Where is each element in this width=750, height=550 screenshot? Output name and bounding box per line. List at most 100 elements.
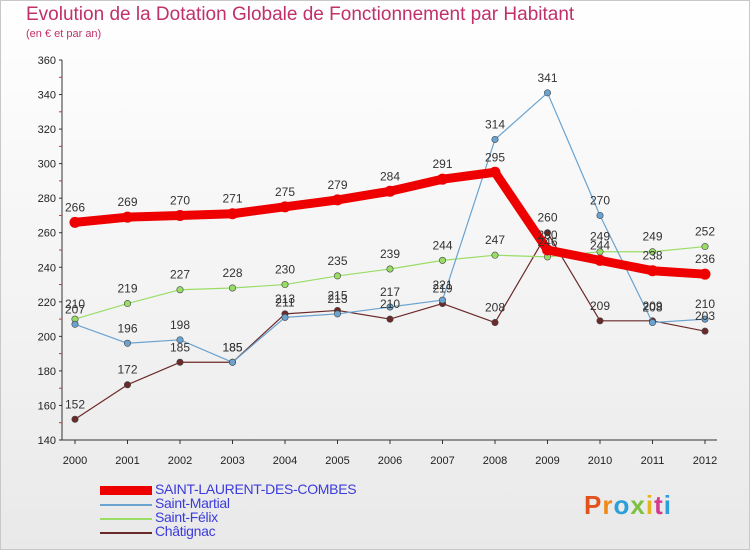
data-label: 185 <box>170 340 190 354</box>
data-point <box>176 358 184 366</box>
data-label: 252 <box>695 225 715 239</box>
data-point <box>437 173 448 185</box>
data-label: 209 <box>590 299 610 313</box>
data-point <box>596 317 604 325</box>
data-point <box>333 310 341 318</box>
data-point <box>281 281 289 289</box>
data-label: 221 <box>432 278 452 292</box>
logo-letter: P <box>584 490 603 520</box>
data-label: 270 <box>170 193 190 207</box>
data-point <box>279 201 291 213</box>
data-point <box>542 244 553 256</box>
data-point <box>648 319 656 327</box>
y-tick-label: 320 <box>38 124 56 136</box>
legend: SAINT-LAURENT-DES-COMBES Saint-Martial S… <box>100 481 430 540</box>
data-point <box>491 251 499 259</box>
data-label: 284 <box>380 169 400 183</box>
data-label: 239 <box>380 247 400 261</box>
data-label: 266 <box>65 200 85 214</box>
data-label: 341 <box>537 71 557 85</box>
y-tick-label: 180 <box>38 366 56 378</box>
y-tick-label: 280 <box>38 193 56 205</box>
x-tick-label: 2011 <box>641 455 665 467</box>
data-point <box>701 315 709 323</box>
line-chart: 140 160 180 200 220 240 260 280 300 320 340 360 2000… <box>38 55 718 467</box>
x-tick-label: 2000 <box>63 455 87 467</box>
data-label: 246 <box>537 235 557 249</box>
data-point <box>386 265 394 273</box>
y-tick-label: 220 <box>38 297 56 309</box>
x-tick-label: 2006 <box>378 455 402 467</box>
data-label: 227 <box>170 268 190 282</box>
data-label: 213 <box>327 292 347 306</box>
x-tick-label: 2009 <box>535 455 559 467</box>
data-point <box>699 268 711 280</box>
x-tick-label: 2005 <box>325 455 349 467</box>
data-point <box>124 339 132 347</box>
y-tick-label: 360 <box>38 55 56 67</box>
data-label: 219 <box>432 282 452 296</box>
data-label: 275 <box>275 185 295 199</box>
data-point <box>386 303 394 311</box>
chart-subtitle: (en € et par an) <box>26 28 102 40</box>
data-point <box>229 358 237 366</box>
data-label: 291 <box>432 157 452 171</box>
data-point <box>124 300 132 308</box>
data-label: 211 <box>275 295 294 309</box>
data-point <box>491 319 499 327</box>
data-point <box>122 211 133 223</box>
y-tick-label: 300 <box>38 159 56 171</box>
data-point <box>229 284 237 292</box>
data-point <box>124 381 132 389</box>
data-label: 271 <box>222 192 242 206</box>
y-tick-label: 340 <box>38 90 56 102</box>
data-label: 217 <box>380 285 400 299</box>
x-tick-label: 2007 <box>430 455 454 467</box>
x-tick-label: 2008 <box>483 455 507 467</box>
y-tick-label: 260 <box>38 228 56 240</box>
x-tick-label: 2002 <box>168 455 192 467</box>
y-tick-label: 240 <box>38 262 56 274</box>
data-label: 249 <box>642 230 662 244</box>
data-point <box>176 286 184 294</box>
data-label: 230 <box>275 263 295 277</box>
y-tick-label: 160 <box>38 400 56 412</box>
data-point <box>543 89 551 97</box>
data-point <box>489 166 501 178</box>
data-point <box>701 327 709 335</box>
data-label: 208 <box>642 301 662 315</box>
data-point <box>174 209 186 221</box>
data-label: 269 <box>117 195 137 209</box>
legend-label: Châtignac <box>155 523 216 539</box>
data-label: 270 <box>590 193 610 207</box>
legend-swatch <box>100 518 152 520</box>
axes: 140 160 180 200 220 240 260 280 300 320 340 360 2000… <box>38 55 718 467</box>
data-point <box>71 320 79 328</box>
data-point <box>332 194 343 206</box>
data-label: 210 <box>695 297 715 311</box>
data-label: 209 <box>642 299 662 313</box>
x-tick-label: 2004 <box>273 455 297 467</box>
data-point <box>596 211 604 219</box>
data-label: 213 <box>275 292 295 306</box>
data-point <box>491 135 499 143</box>
data-label: 279 <box>327 178 347 192</box>
data-point <box>176 336 184 344</box>
data-label: 198 <box>170 318 190 332</box>
logo-letter: r <box>602 490 614 520</box>
data-label: 215 <box>327 288 347 302</box>
plot-area: 266 269 270 271 275 279 284 291 295 250 244 238 236 2… <box>65 71 715 423</box>
data-label: 314 <box>485 117 505 131</box>
x-tick-label: 2012 <box>693 455 717 467</box>
logo-letter: i <box>663 490 672 520</box>
data-label: 203 <box>695 309 715 323</box>
data-label: 244 <box>590 238 610 252</box>
legend-label: Saint-Martial <box>155 495 230 511</box>
logo-letter: x <box>630 490 646 520</box>
data-label: 196 <box>117 321 137 335</box>
data-point <box>648 248 656 256</box>
legend-item-saint-felix: Saint-Félix <box>100 509 430 526</box>
x-tick-label: 2010 <box>588 455 612 467</box>
data-point <box>227 208 238 220</box>
